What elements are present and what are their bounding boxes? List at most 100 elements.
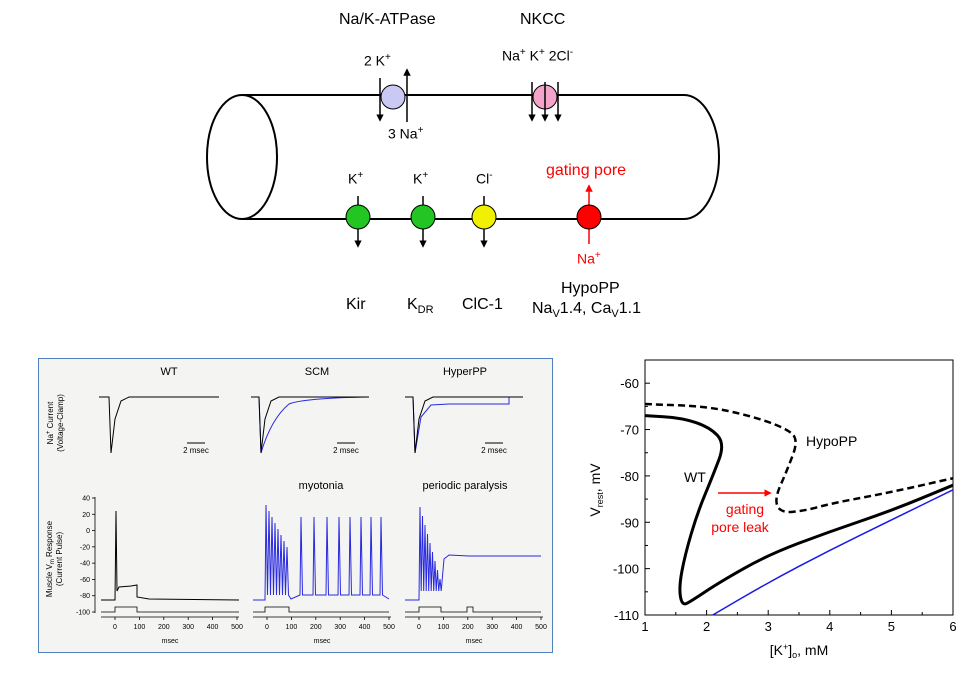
chart-x-tick-label: 3 bbox=[765, 619, 772, 634]
scm-vm-trace bbox=[253, 504, 390, 601]
chart-y-tick-label: -110 bbox=[614, 608, 639, 623]
x-tick-label: 400 bbox=[511, 624, 523, 631]
hyperpp-vm-trace bbox=[405, 506, 541, 601]
x-tick-label: 100 bbox=[134, 624, 146, 631]
y-tick-label: -100 bbox=[76, 610, 90, 617]
plus-sign: + bbox=[417, 125, 424, 136]
pump-circle bbox=[380, 84, 406, 110]
kir-channel bbox=[345, 204, 371, 230]
x-tick-label: 200 bbox=[462, 624, 474, 631]
chart-y-tick-label: -80 bbox=[620, 469, 639, 484]
plus-sign: + bbox=[422, 170, 429, 181]
x-tick-label: 200 bbox=[158, 624, 170, 631]
plus-sign: + bbox=[538, 47, 545, 58]
kir-label: Kir bbox=[346, 296, 366, 313]
chart-series-blue bbox=[712, 489, 954, 616]
chart-x-tick-label: 6 bbox=[949, 619, 956, 634]
nkcc-k: K bbox=[529, 47, 539, 64]
x-axes: 0 100 200 300 400 500 msec 0 100 200 300 400 500 msec… bbox=[101, 616, 547, 645]
ylabel-top-1: Na bbox=[46, 434, 55, 445]
x-axis-label: msec bbox=[162, 638, 179, 645]
chart-x-tick-label: 4 bbox=[826, 619, 833, 634]
chart-x-tick-label: 1 bbox=[641, 619, 648, 634]
hypopp-end: 1.1 bbox=[618, 300, 641, 317]
clc-channel bbox=[471, 204, 497, 230]
chart-y-tick-label: -70 bbox=[620, 423, 639, 438]
kdr-channel bbox=[410, 204, 436, 230]
membrane-diagram bbox=[206, 68, 720, 248]
hypopp-na: Na bbox=[532, 300, 553, 317]
electrophysiology-panel: WT SCM HyperPP Na+ Current (Voltage-Clam… bbox=[38, 358, 553, 653]
nkcc-ions-label: Na+ K+ 2Cl- bbox=[502, 47, 573, 64]
x-tick-label: 0 bbox=[417, 624, 421, 631]
kdr-ion: K bbox=[413, 170, 423, 187]
pump-na-text: 3 Na bbox=[388, 125, 418, 142]
x-tick-label: 200 bbox=[310, 624, 322, 631]
col-title-wt: WT bbox=[160, 366, 177, 378]
y-tick-label: 20 bbox=[82, 512, 90, 519]
kir-ion: K bbox=[348, 170, 358, 187]
scm-pulse bbox=[253, 606, 389, 613]
ylabel-bot-2: Response bbox=[45, 520, 54, 559]
ylabel-bot-sub-line: (Current Pulse) bbox=[55, 532, 64, 587]
x-tick-label: 300 bbox=[486, 624, 498, 631]
chart-x-tick-label: 2 bbox=[703, 619, 710, 634]
gating-leak-annotation-1: gating bbox=[726, 501, 764, 517]
chart-series bbox=[644, 402, 954, 616]
plus-sign: + bbox=[594, 250, 601, 261]
chart-x-tick-label: 5 bbox=[888, 619, 895, 634]
wt-vm-trace bbox=[101, 510, 240, 601]
ylabel-bot-sub: m bbox=[50, 559, 56, 564]
nkcc-cl: 2Cl bbox=[548, 47, 570, 64]
gating-pore-channel bbox=[576, 204, 602, 230]
col-title-hyperpp: HyperPP bbox=[443, 366, 487, 378]
chart-series-hypopp bbox=[644, 402, 954, 514]
x-tick-label: 300 bbox=[182, 624, 194, 631]
ylabel-top-sub: (Voltage-Clamp) bbox=[56, 394, 65, 452]
wt-annotation: WT bbox=[684, 469, 706, 485]
chart-y-tick-label: -90 bbox=[620, 515, 639, 530]
hypopp-mid: 1.4, Ca bbox=[559, 300, 612, 317]
hypopp-label: HypoPP bbox=[561, 280, 620, 297]
y-tick-label: -80 bbox=[80, 593, 90, 600]
pump-k-label: 2 K+ bbox=[364, 52, 391, 69]
cylinder-body bbox=[242, 94, 720, 220]
scm-na-trace-black bbox=[251, 396, 369, 454]
kdr-label: KDR bbox=[407, 296, 434, 316]
kdr-ion-label: K+ bbox=[413, 170, 428, 187]
chart-ticks: 1 2 3 4 5 6 -60 -70 -80 -90 -100 -110 bbox=[613, 359, 957, 634]
col-title-scm: SCM bbox=[305, 366, 329, 378]
chart-series-wt bbox=[644, 414, 954, 606]
pump-k-text: 2 K bbox=[364, 52, 386, 69]
x-tick-label: 0 bbox=[113, 624, 117, 631]
kdr-sub: DR bbox=[417, 304, 434, 317]
chart-y-tick-label: -100 bbox=[613, 562, 639, 577]
hypopp-annotation: HypoPP bbox=[806, 433, 857, 449]
sub-v: V bbox=[552, 308, 560, 321]
periodic-label: periodic paralysis bbox=[423, 480, 508, 492]
gating-pore-label: gating pore bbox=[546, 162, 627, 179]
pump-na-label: 3 Na+ bbox=[388, 125, 423, 142]
x-tick-label: 400 bbox=[207, 624, 219, 631]
x-tick-label: 500 bbox=[231, 624, 243, 631]
y-tick-group: 40 20 0 -20 -40 -60 -80 -100 bbox=[76, 496, 95, 617]
clc-ion: Cl bbox=[476, 170, 490, 187]
gating-leak-annotation-2: pore leak bbox=[711, 519, 770, 535]
ylabel-top: Na+ Current bbox=[46, 401, 55, 444]
plot-frame bbox=[644, 359, 954, 616]
myotonia-label: myotonia bbox=[299, 480, 345, 492]
x-tick-label: 100 bbox=[438, 624, 450, 631]
scale-bar-text-scm: 2 msec bbox=[333, 446, 359, 455]
x-tick-label: 500 bbox=[535, 624, 547, 631]
nkcc-label: NKCC bbox=[520, 11, 566, 28]
plus-sign: + bbox=[357, 170, 364, 181]
x-tick-label: 300 bbox=[334, 624, 346, 631]
kdr-main: K bbox=[407, 296, 418, 313]
gp-na: Na bbox=[577, 250, 595, 267]
wt-na-trace bbox=[99, 396, 219, 454]
y-tick-label: 40 bbox=[82, 496, 90, 503]
gating-pore-na-label: Na+ bbox=[577, 250, 601, 267]
y-tick-label: 0 bbox=[86, 528, 90, 535]
plus-sign: + bbox=[385, 52, 391, 63]
ephys-traces: WT SCM HyperPP Na+ Current (Voltage-Clam… bbox=[45, 366, 547, 645]
